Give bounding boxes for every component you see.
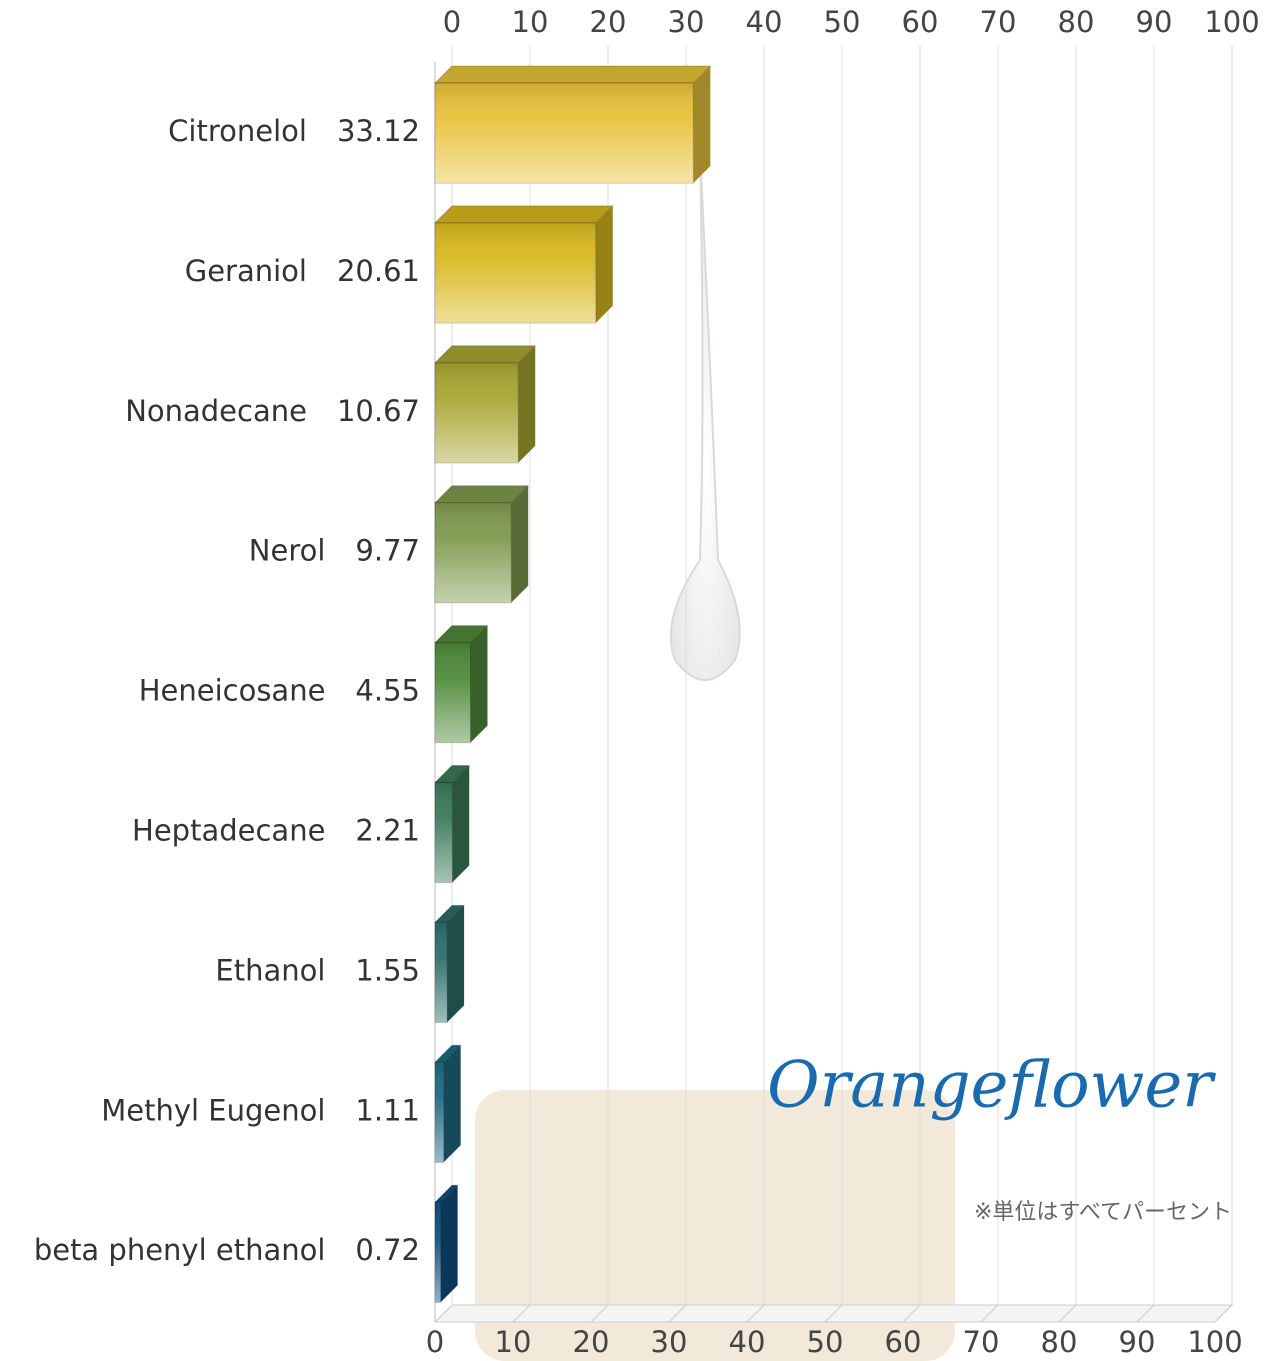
value-label: 10.67 [337, 394, 420, 428]
value-label: 1.11 [355, 1093, 420, 1127]
x-tick-label: 50 [824, 5, 861, 39]
x-tick-label: 70 [963, 1325, 1000, 1359]
bar [435, 206, 613, 323]
x-tick-label: 80 [1058, 5, 1095, 39]
category-label: Ethanol [215, 953, 325, 987]
bar-shine [435, 363, 518, 463]
bar-shine [435, 922, 447, 1022]
decoration [475, 150, 955, 1361]
x-tick-label: 10 [512, 5, 549, 39]
x-tick-label: 40 [746, 5, 783, 39]
logo: Orangeflower [767, 1049, 1216, 1123]
x-tick-label: 30 [668, 5, 705, 39]
bar [435, 346, 535, 463]
x-tick-label: 30 [651, 1325, 688, 1359]
bar-shine [435, 783, 452, 883]
bar-shine [435, 1062, 444, 1162]
category-label: Heneicosane [139, 674, 326, 708]
x-tick-label: 80 [1041, 1325, 1078, 1359]
bar-label: Nonadecane 10.67 [125, 394, 420, 428]
category-label: Methyl Eugenol [101, 1093, 325, 1127]
x-tick-label: 90 [1136, 5, 1173, 39]
bar-side [470, 626, 487, 743]
bar [435, 1045, 461, 1162]
value-label: 33.12 [337, 114, 420, 148]
unit-note: ※単位はすべてパーセント [974, 1200, 1232, 1225]
category-label: Nonadecane [125, 394, 307, 428]
bar-shine [435, 83, 693, 183]
x-tick-label: 100 [1204, 5, 1259, 39]
bar-label: Methyl Eugenol 1.11 [101, 1093, 420, 1127]
value-label: 0.72 [355, 1233, 420, 1267]
category-label: Geraniol [185, 254, 307, 288]
bar-shine [435, 223, 596, 323]
bar-side [518, 346, 535, 463]
x-tick-label: 40 [729, 1325, 766, 1359]
bar-top [435, 206, 613, 223]
category-label: Nerol [249, 534, 326, 568]
bar-shine [435, 1202, 441, 1302]
x-tick-label: 0 [426, 1325, 444, 1359]
bar [435, 905, 464, 1022]
value-label: 4.55 [355, 674, 420, 708]
bar-side [441, 1185, 458, 1302]
bar [435, 486, 528, 603]
bar-label: Citronelol 33.12 [168, 114, 420, 148]
value-label: 1.55 [355, 953, 420, 987]
bar-side [596, 206, 613, 323]
chart: 0 0 10 10 20 20 30 30 40 40 50 50 60 60 70 70 80 80 90 90 10… [0, 0, 1274, 1361]
x-tick-label: 10 [495, 1325, 532, 1359]
bar-shine [435, 503, 511, 603]
x-tick-label: 50 [807, 1325, 844, 1359]
bar [435, 766, 469, 883]
category-label: beta phenyl ethanol [34, 1233, 326, 1267]
category-label: Citronelol [168, 114, 307, 148]
x-tick-label: 70 [980, 5, 1017, 39]
x-tick-label: 0 [443, 5, 461, 39]
x-tick-label: 60 [902, 5, 939, 39]
bar-side [444, 1045, 461, 1162]
bar-side [452, 766, 469, 883]
bar-top [435, 66, 710, 83]
bar-label: Geraniol 20.61 [185, 254, 420, 288]
bar-side [511, 486, 528, 603]
value-label: 2.21 [355, 814, 420, 848]
x-tick-label: 20 [590, 5, 627, 39]
x-tick-label: 90 [1119, 1325, 1156, 1359]
bar-label: Nerol 9.77 [249, 534, 420, 568]
value-label: 9.77 [355, 534, 420, 568]
value-label: 20.61 [337, 254, 420, 288]
bar [435, 1185, 458, 1302]
category-label: Heptadecane [132, 814, 325, 848]
bar [435, 66, 710, 183]
x-tick-label: 20 [573, 1325, 610, 1359]
x-tick-label: 60 [885, 1325, 922, 1359]
bar-label: Ethanol 1.55 [215, 953, 420, 987]
bar-label: beta phenyl ethanol 0.72 [34, 1233, 420, 1267]
bar-top [435, 346, 535, 363]
bar-label: Heptadecane 2.21 [132, 814, 420, 848]
x-tick-label: 100 [1187, 1325, 1242, 1359]
bar-side [447, 905, 464, 1022]
bar-side [693, 66, 710, 183]
bar [435, 626, 487, 743]
bar-label: Heneicosane 4.55 [139, 674, 420, 708]
bar-shine [435, 643, 470, 743]
